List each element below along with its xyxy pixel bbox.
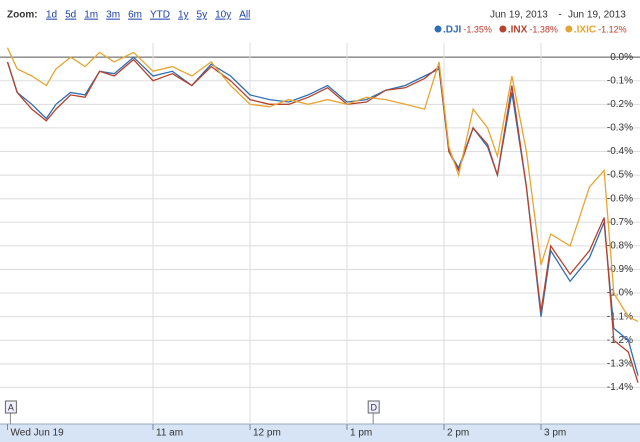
date-from: Jun 19, 2013 [490,10,548,21]
zoom-link[interactable]: 1y [178,10,189,21]
y-tick-label: -0.3% [607,123,633,134]
zoom-link[interactable]: YTD [150,10,170,21]
legend-change: -1.38% [529,24,558,34]
date-sep: - [558,10,561,21]
y-tick-label: -0.5% [607,170,633,181]
zoom-label: Zoom: [7,10,38,21]
legend-marker [434,25,442,33]
y-tick-label: -1.4% [607,382,633,393]
y-tick-label: -1.3% [607,358,633,369]
y-tick-label: -1.0% [607,288,633,299]
y-tick-label: -0.8% [607,241,633,252]
date-range: Jun 19, 2013 - Jun 19, 2013 [490,10,626,21]
zoom-link[interactable]: 6m [128,10,142,21]
date-to: Jun 19, 2013 [568,10,626,21]
x-tick-label: 12 pm [253,428,281,439]
y-tick-label: -1.2% [607,335,633,346]
zoom-link[interactable]: 5d [65,10,76,21]
flag-label: A [8,402,14,412]
x-tick-label: 2 pm [447,428,469,439]
legend-name: .INX [508,25,528,36]
series-line [6,47,639,322]
legend-marker [499,25,507,33]
x-axis-band [0,424,640,442]
x-tick-label: Wed Jun 19 [11,428,65,439]
zoom-link[interactable]: 5y [197,10,208,21]
legend-change: -1.12% [598,24,627,34]
zoom-link[interactable]: 1m [84,10,98,21]
zoom-link[interactable]: 3m [106,10,120,21]
zoom-link[interactable]: All [239,10,250,21]
y-tick-label: -0.1% [607,75,633,86]
x-tick-label: 3 pm [544,428,566,439]
x-tick-label: 1 pm [350,428,372,439]
zoom-link[interactable]: 1d [46,10,57,21]
y-tick-label: -0.4% [607,146,633,157]
x-tick-label: 11 am [156,428,183,439]
y-tick-label: -1.1% [607,311,633,322]
flag[interactable] [4,400,17,414]
y-tick-label: -0.6% [607,193,633,204]
y-tick-label: -0.2% [607,99,633,110]
y-tick-label: 0.0% [610,52,633,63]
y-tick-label: -0.9% [607,264,633,275]
flag[interactable] [367,400,380,414]
flag-label: D [370,402,377,412]
legend-name: .IXIC [574,25,596,36]
legend-name: .DJI [443,25,462,36]
legend-marker [565,25,573,33]
legend-change: -1.35% [463,24,492,34]
y-tick-label: -0.7% [607,217,633,228]
zoom-link[interactable]: 10y [215,10,231,21]
